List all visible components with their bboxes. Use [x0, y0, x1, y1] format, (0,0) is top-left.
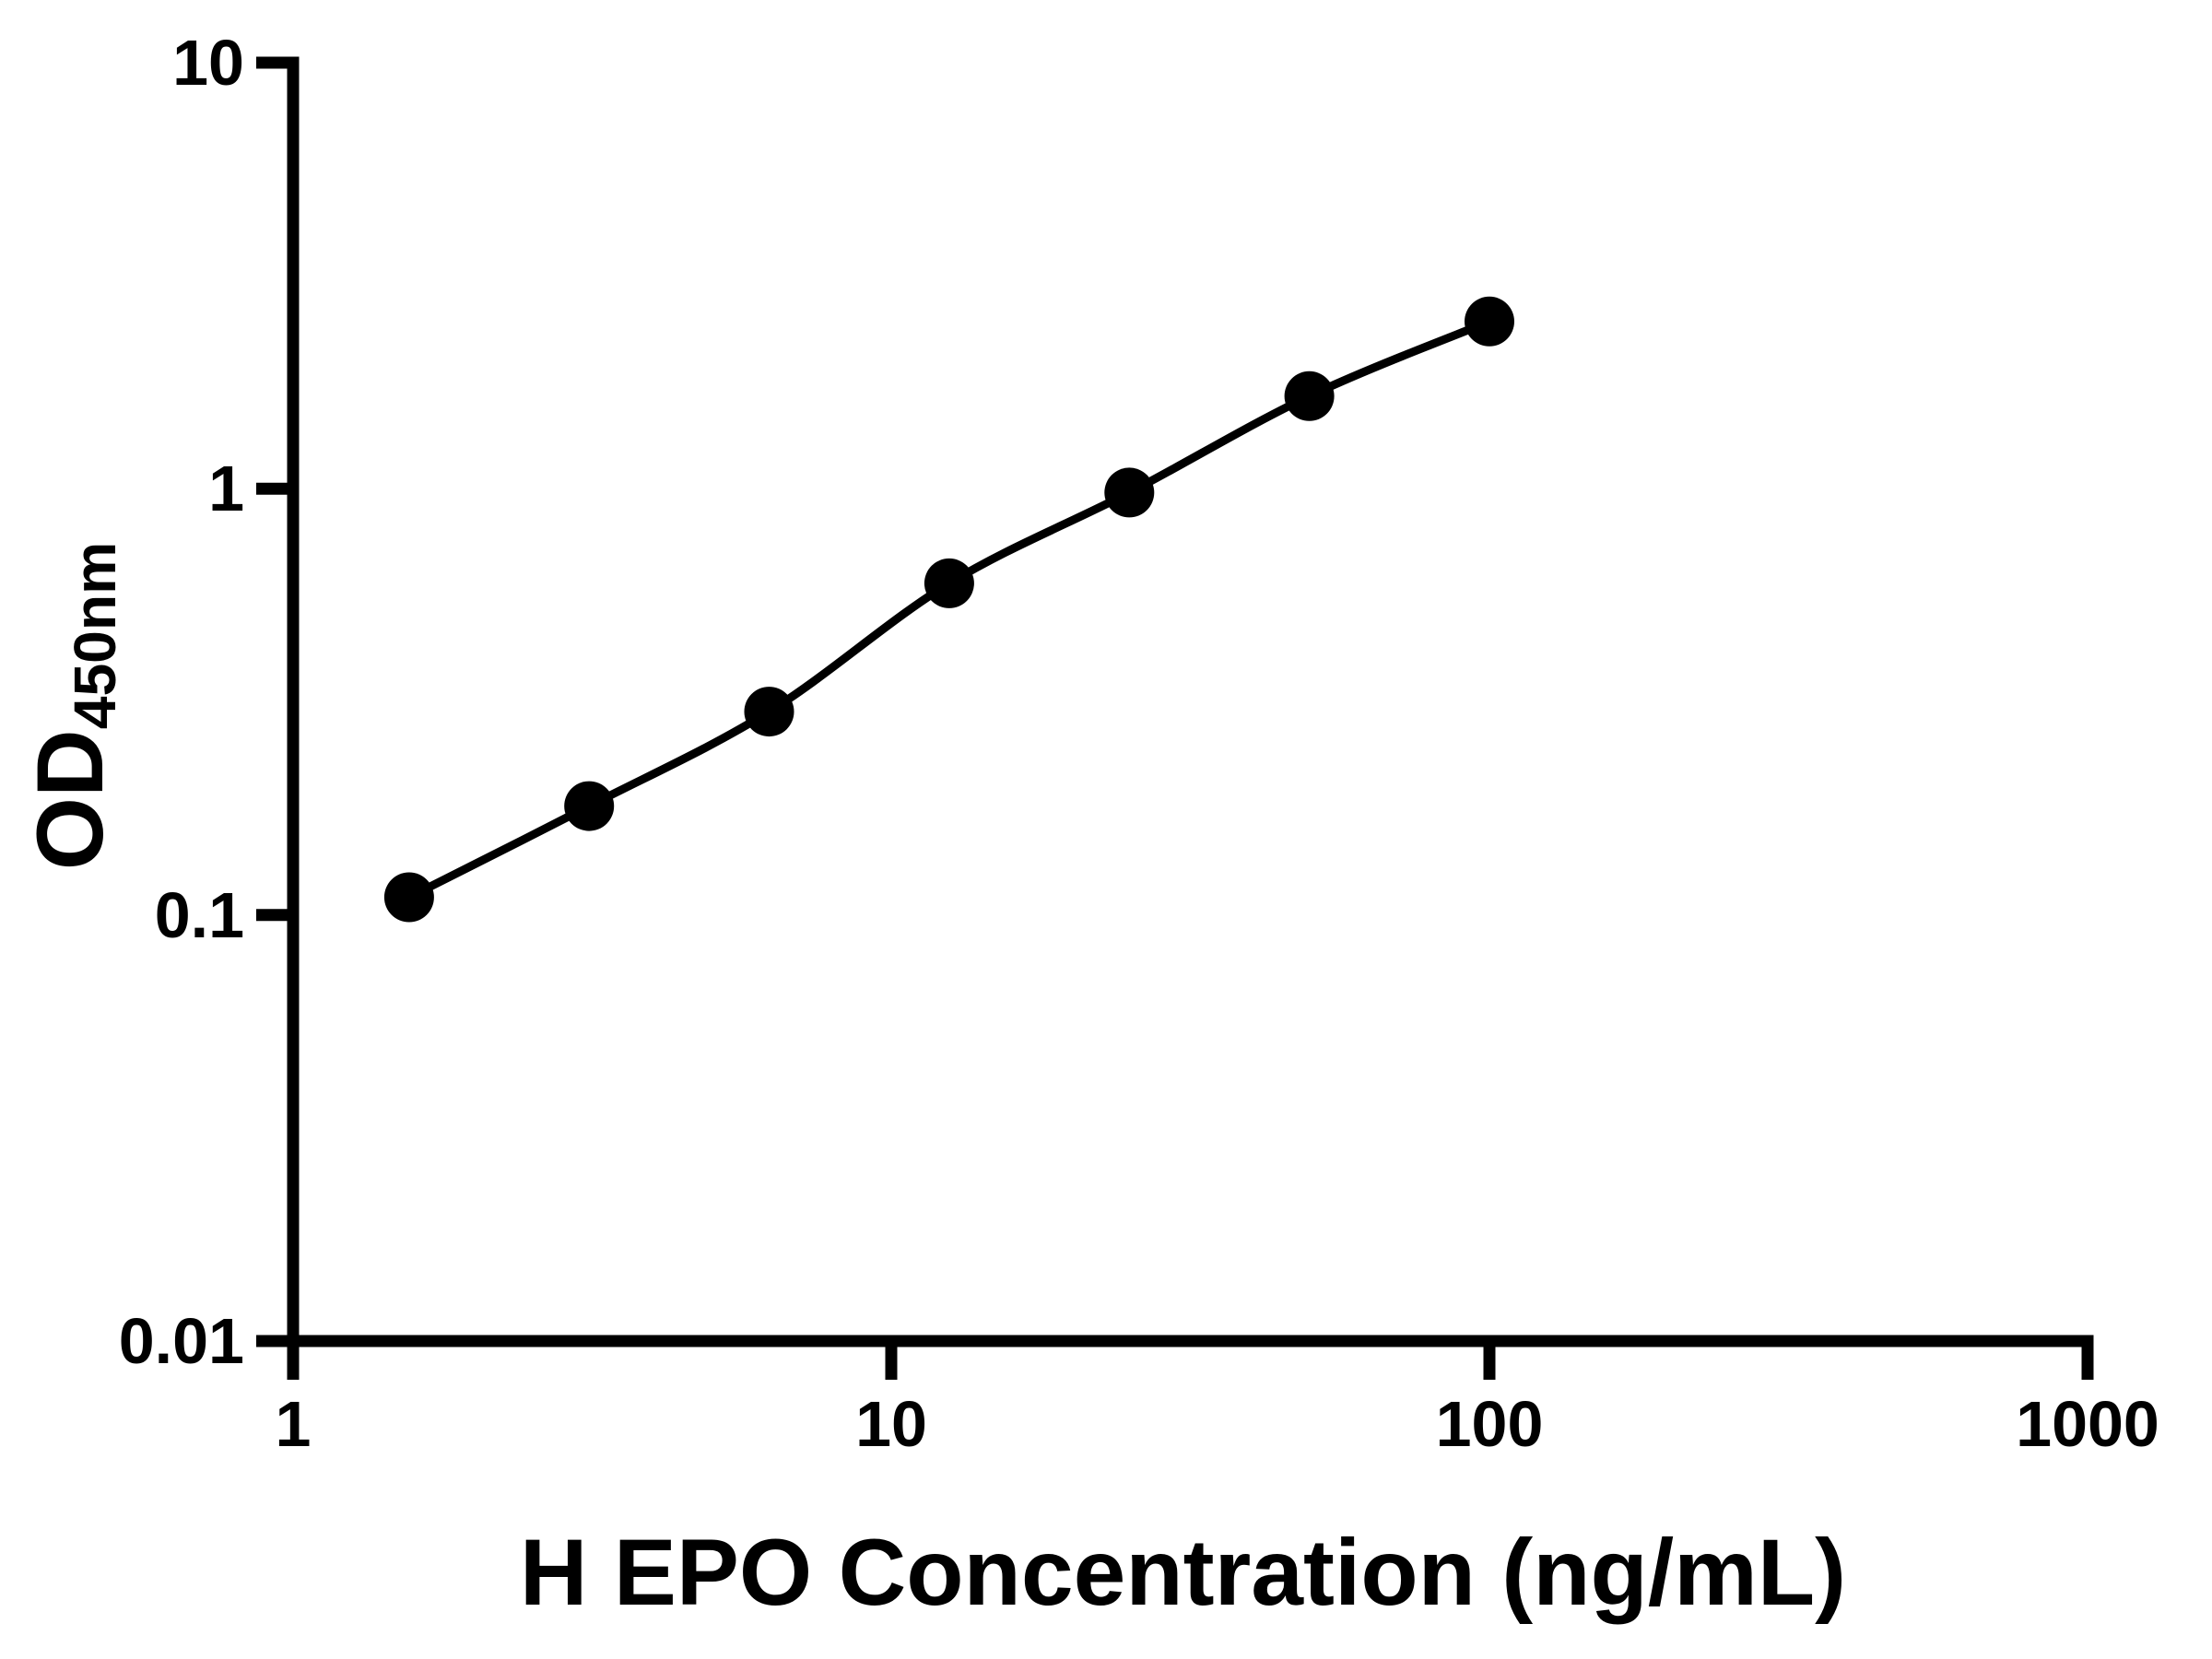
y-axis-title: OD450nm [18, 541, 128, 870]
data-points [383, 296, 1514, 923]
y-tick-label-10: 10 [172, 27, 244, 99]
x-tick-label-1000: 1000 [2016, 1388, 2159, 1460]
x-tick-label-1: 1 [275, 1388, 312, 1460]
y-axis-ticks [256, 56, 293, 1347]
y-tick-label-0_01: 0.01 [118, 1305, 244, 1377]
y-tick-label-0_1: 0.1 [154, 878, 244, 951]
y-axis-title-main: OD [17, 728, 123, 870]
data-point-marker [1284, 371, 1335, 421]
data-point-marker [1465, 296, 1514, 347]
y-tick-label-1: 1 [208, 453, 244, 525]
data-point-marker [564, 781, 615, 831]
x-tick-label-10: 10 [855, 1388, 927, 1460]
data-point-marker [1104, 467, 1155, 518]
data-point-marker [744, 687, 794, 737]
y-axis-title-subscript: 450nm [61, 541, 128, 729]
data-point-marker [924, 558, 974, 608]
x-axis-title: H EPO Concentration (ng/mL) [519, 1520, 1847, 1625]
data-point-marker [383, 872, 434, 923]
x-axis-ticks [287, 1341, 2094, 1380]
x-tick-label-100: 100 [1435, 1388, 1544, 1460]
